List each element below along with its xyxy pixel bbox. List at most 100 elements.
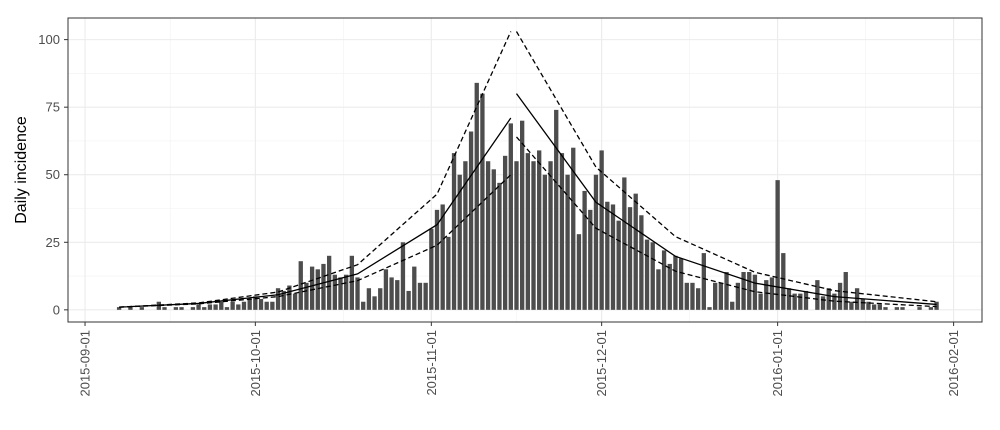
bar [224, 307, 230, 310]
bar [599, 150, 604, 310]
bar [542, 174, 548, 310]
bar [309, 266, 315, 310]
bar [832, 293, 837, 310]
bar [298, 261, 303, 310]
ci-line [515, 136, 937, 308]
bar [769, 277, 775, 310]
bar [690, 282, 695, 310]
bar [485, 161, 491, 310]
bar [207, 304, 213, 310]
bar [304, 282, 309, 310]
bar [372, 296, 377, 310]
bar [843, 272, 848, 310]
bar [270, 301, 275, 310]
bar [866, 301, 871, 310]
bar [678, 258, 684, 310]
bar [423, 282, 428, 310]
x-tick-label: 2015-11-01 [424, 330, 439, 396]
bar [508, 123, 513, 310]
bar [820, 296, 826, 310]
y-axis-label: Daily incidence [13, 116, 30, 224]
bar [344, 274, 349, 310]
bar [588, 209, 593, 310]
bar [236, 304, 241, 310]
bar [468, 131, 474, 310]
bar [616, 220, 621, 310]
bar [190, 307, 196, 310]
bar [883, 307, 888, 310]
bar [139, 307, 144, 310]
bar [781, 253, 786, 310]
y-tick-label: 75 [46, 100, 60, 115]
bar [463, 161, 468, 310]
bar [116, 307, 122, 310]
bar [764, 280, 769, 310]
bar [860, 299, 865, 310]
bar [559, 153, 565, 310]
bar [281, 290, 286, 310]
bar [554, 109, 559, 310]
bar [741, 272, 746, 310]
bar [514, 161, 519, 310]
bar [264, 301, 269, 310]
bar [502, 155, 508, 310]
bar [707, 307, 712, 310]
bar [786, 288, 792, 310]
bar [326, 255, 332, 310]
bar [389, 277, 394, 310]
bar [253, 296, 258, 310]
bar [361, 301, 366, 310]
bar [434, 209, 440, 310]
x-tick-label: 2015-10-01 [248, 330, 263, 397]
bar [213, 304, 218, 310]
panel-border [67, 17, 983, 323]
bar [673, 255, 678, 310]
bar [565, 174, 570, 310]
bar [219, 301, 224, 310]
bar [758, 293, 763, 310]
bar [871, 304, 877, 310]
bar [338, 277, 343, 310]
bar [128, 307, 133, 310]
bar [457, 174, 462, 310]
bar [162, 307, 167, 310]
bar [287, 285, 292, 310]
bar [735, 282, 741, 310]
y-tick-label: 0 [53, 302, 60, 317]
bar [639, 215, 644, 310]
bar [752, 274, 758, 310]
bar [440, 204, 445, 310]
bar [292, 293, 298, 310]
bar [656, 269, 661, 310]
x-tick-label: 2015-09-01 [78, 330, 93, 397]
bar [815, 280, 820, 310]
bar [474, 82, 479, 310]
x-tick-label: 2016-01-01 [770, 330, 785, 397]
bar [315, 269, 320, 310]
bar [406, 290, 411, 310]
bar [593, 174, 599, 310]
x-tick-label: 2016-02-01 [946, 330, 961, 397]
bar [775, 180, 780, 310]
bar [247, 299, 252, 310]
bar [571, 147, 576, 310]
bar [179, 307, 184, 310]
bar [792, 293, 797, 310]
bar [917, 307, 922, 310]
y-tick-label: 50 [46, 167, 60, 182]
bar [497, 182, 502, 310]
bar [837, 282, 843, 310]
bar [202, 307, 207, 310]
bar [548, 161, 553, 310]
bar [537, 150, 542, 310]
bar [520, 120, 525, 310]
bar [196, 304, 201, 310]
bar [650, 242, 655, 310]
bar [321, 263, 326, 310]
bar [173, 307, 179, 310]
ci-line [515, 31, 937, 303]
bar [934, 301, 939, 310]
bar [451, 153, 457, 310]
bar [230, 301, 235, 310]
